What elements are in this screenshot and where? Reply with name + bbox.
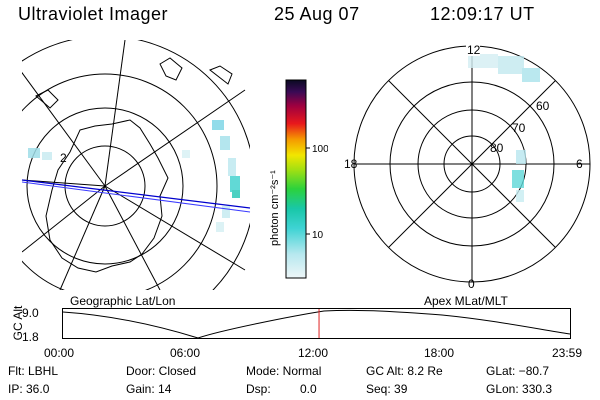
timeline-xtick: 18:00	[424, 346, 455, 360]
mlt-label-6: 6	[576, 157, 583, 171]
orbit-track	[21, 179, 251, 209]
status-ip: IP: 36.0	[8, 382, 50, 396]
status-seq: Seq: 39	[366, 382, 408, 396]
status-gc-alt: GC Alt: 8.2 Re	[366, 364, 443, 378]
mlt-label-0: 0	[468, 277, 475, 291]
observation-time: 12:09:17 UT	[430, 4, 535, 24]
coastline-outline	[45, 119, 169, 273]
meridian-line	[59, 185, 106, 290]
status-mode: Mode: Normal	[246, 364, 322, 378]
meridian-line	[104, 89, 246, 187]
coastline-outline	[209, 65, 233, 85]
mlat-label: 80	[490, 141, 504, 155]
timeline-xtick: 12:00	[298, 346, 329, 360]
meridian-line	[22, 185, 106, 253]
meridian-line	[22, 179, 106, 187]
status-filter: Flt: LBHL	[8, 364, 59, 378]
status-dsp-label: Dsp:	[246, 382, 271, 396]
meridian-line	[104, 40, 126, 187]
auroral-emission	[28, 120, 240, 232]
status-gain: Gain: 14	[126, 382, 172, 396]
timeline-frame	[62, 308, 571, 339]
apex-caption: Apex MLat/MLT	[424, 294, 508, 308]
colorbar-tick-label: 10	[312, 230, 324, 241]
status-glat: GLat: −80.7	[486, 364, 550, 378]
instrument-title: Ultraviolet Imager	[18, 4, 169, 24]
mlat-label: 60	[536, 99, 550, 113]
coastline-outline	[35, 89, 59, 109]
status-door: Door: Closed	[126, 364, 197, 378]
timeline-ytick-top: 9.0	[22, 306, 39, 320]
mlat-label: 70	[512, 121, 526, 135]
timeline-xtick: 00:00	[44, 346, 75, 360]
coastline-outline	[159, 57, 183, 81]
timeline-xtick: 06:00	[170, 346, 201, 360]
apex-polar-plot: 12 18 6 0 60 70 80	[344, 43, 591, 291]
mlt-label-18: 18	[344, 157, 358, 171]
colorbar-tick-label: 100	[312, 144, 328, 155]
geographic-map: 2	[21, 40, 251, 290]
geo-ring-label: 2	[60, 151, 67, 165]
latitude-ring	[64, 145, 146, 227]
mlt-label-12: 12	[467, 43, 481, 57]
observation-date: 25 Aug 07	[274, 4, 360, 24]
orbit-track	[21, 181, 251, 213]
latitude-ring	[22, 73, 218, 290]
orbit-altitude-plot	[62, 308, 571, 339]
meridian-line	[104, 185, 246, 271]
status-dsp-value: 0.0	[300, 382, 317, 396]
status-glon: GLon: 330.3	[486, 382, 553, 396]
geographic-caption: Geographic Lat/Lon	[70, 294, 176, 308]
meridian-line	[104, 185, 161, 290]
latitude-ring	[26, 107, 184, 265]
altitude-curve	[62, 309, 571, 339]
mlt-line	[388, 80, 556, 248]
meridian-line	[22, 71, 106, 187]
colorbar: 100 10 photon cm⁻²s⁻¹	[269, 79, 328, 279]
timeline-ytick-bottom: 1.8	[22, 330, 39, 344]
colorbar-scale	[285, 79, 307, 279]
timeline-xtick: 23:59	[552, 346, 583, 360]
auroral-emission	[468, 54, 540, 202]
colorbar-unit-label: photon cm⁻²s⁻¹	[269, 170, 281, 246]
